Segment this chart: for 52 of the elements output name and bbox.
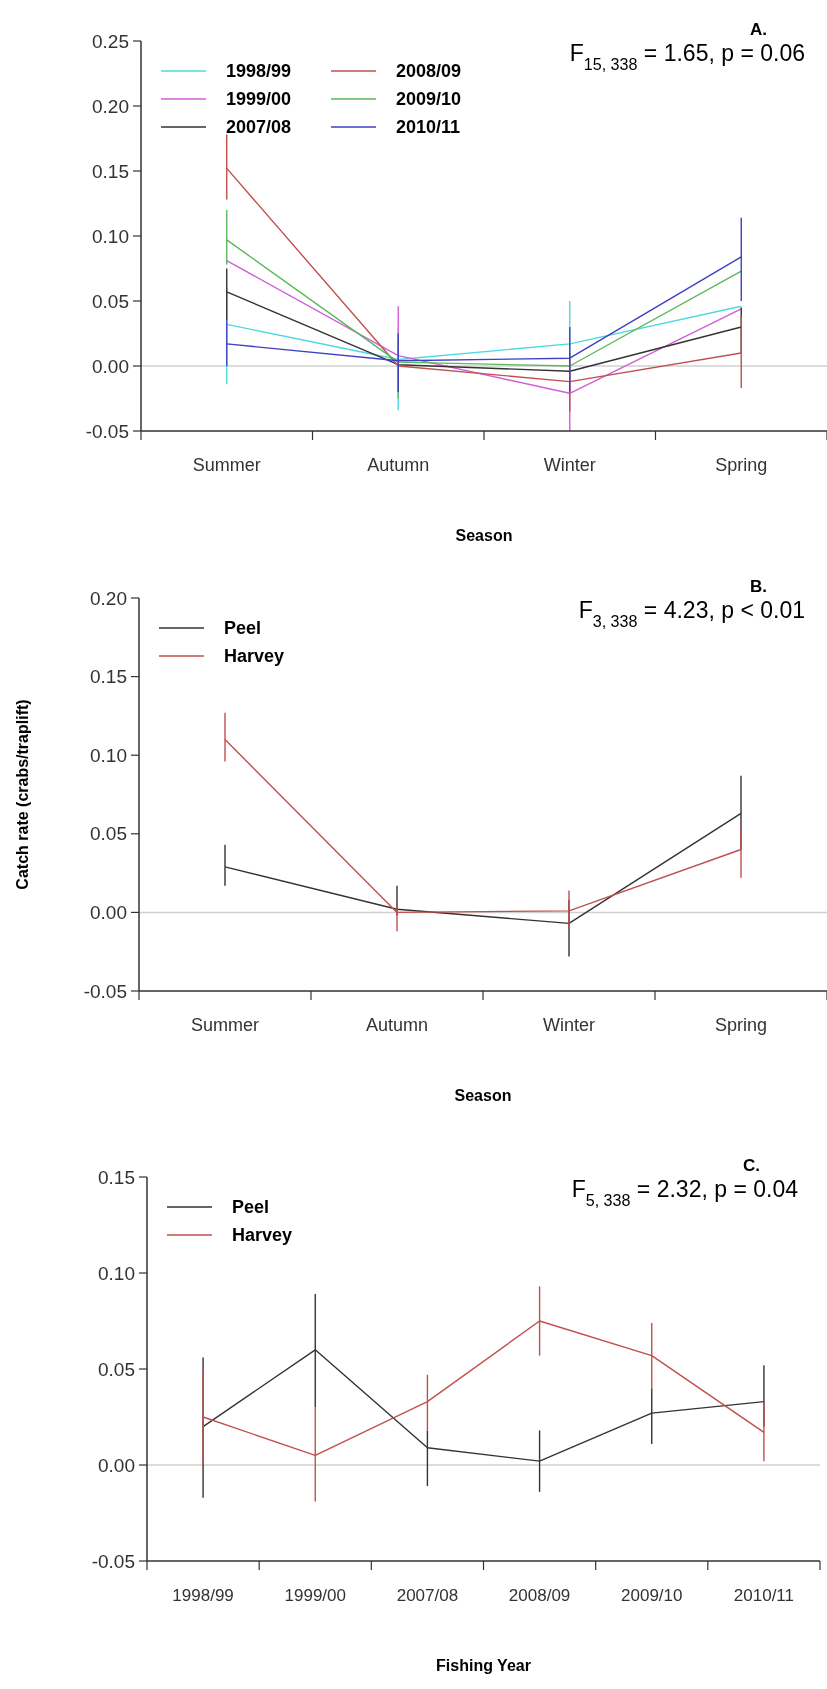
y-tick-label: 0.00 <box>90 902 127 924</box>
y-tick-label: -0.05 <box>85 420 129 442</box>
x-tick-label: 1998/99 <box>172 1586 234 1605</box>
x-tick-label: 2008/09 <box>508 1586 571 1605</box>
text: C. <box>743 1156 760 1175</box>
x-tick-label: 2010/11 <box>733 1586 795 1605</box>
y-tick-label: 0.25 <box>92 30 129 52</box>
x-tick-label: Autumn <box>367 455 430 475</box>
y-tick-label: 0.10 <box>98 1262 135 1284</box>
y-tick-label: 0.15 <box>92 160 129 182</box>
x-tick-label: Spring <box>714 1015 768 1035</box>
legend-label: 2008/09 <box>396 61 462 82</box>
y-tick-label: -0.05 <box>91 1550 135 1572</box>
y-tick-label: 0.20 <box>90 587 127 609</box>
x-tick-label: Autumn <box>365 1015 429 1035</box>
x-axis-title: Fishing Year <box>436 1657 531 1674</box>
y-tick-label: 0.20 <box>92 95 129 117</box>
text: B. <box>750 577 767 596</box>
y-tick-label: 0.10 <box>92 225 129 247</box>
y-tick-label: 0.00 <box>98 1454 135 1476</box>
x-axis-title: Season <box>454 1087 512 1104</box>
annotation: F$_{3, 338}$ = 4.23, p < 0.01 <box>578 597 805 630</box>
legend-label: Peel <box>224 618 262 639</box>
y-tick-label: 0.05 <box>92 290 129 312</box>
annotation: F$_{5, 338}$ = 2.32, p = 0.04 <box>571 1176 799 1209</box>
x-tick-label: Summer <box>190 1015 260 1035</box>
y-tick-label: -0.05 <box>83 980 127 1002</box>
x-tick-label: Spring <box>715 455 768 475</box>
x-tick-label: Winter <box>543 455 596 475</box>
legend-label: Peel <box>232 1197 270 1218</box>
legend-label: Harvey <box>224 646 285 667</box>
x-tick-label: Summer <box>192 455 261 475</box>
x-tick-label: 1999/00 <box>284 1586 346 1605</box>
legend-label: 2007/08 <box>226 117 292 138</box>
y-tick-label: 0.15 <box>98 1166 135 1188</box>
legend-label: 1998/99 <box>226 61 292 82</box>
x-tick-label: 2007/08 <box>396 1586 459 1605</box>
x-axis-title: Season <box>455 527 513 544</box>
text: A. <box>750 20 767 39</box>
y-tick-label: 0.05 <box>90 823 127 845</box>
annotation: F$_{15, 338}$ = 1.65, p = 0.06 <box>569 40 805 73</box>
y-tick-label: 0.15 <box>90 666 127 688</box>
legend-label: Harvey <box>232 1225 293 1246</box>
legend-label: 1999/00 <box>226 89 292 110</box>
x-tick-label: Winter <box>542 1015 596 1035</box>
y-tick-label: 0.00 <box>92 355 129 377</box>
y-tick-label: 0.10 <box>90 744 127 766</box>
y-axis-title: Catch rate (crabs/traplift) <box>14 699 31 890</box>
legend-label: 2009/10 <box>396 89 462 110</box>
x-tick-label: 2009/10 <box>621 1586 683 1605</box>
legend-label: 2010/11 <box>396 117 461 138</box>
y-tick-label: 0.05 <box>98 1358 135 1380</box>
